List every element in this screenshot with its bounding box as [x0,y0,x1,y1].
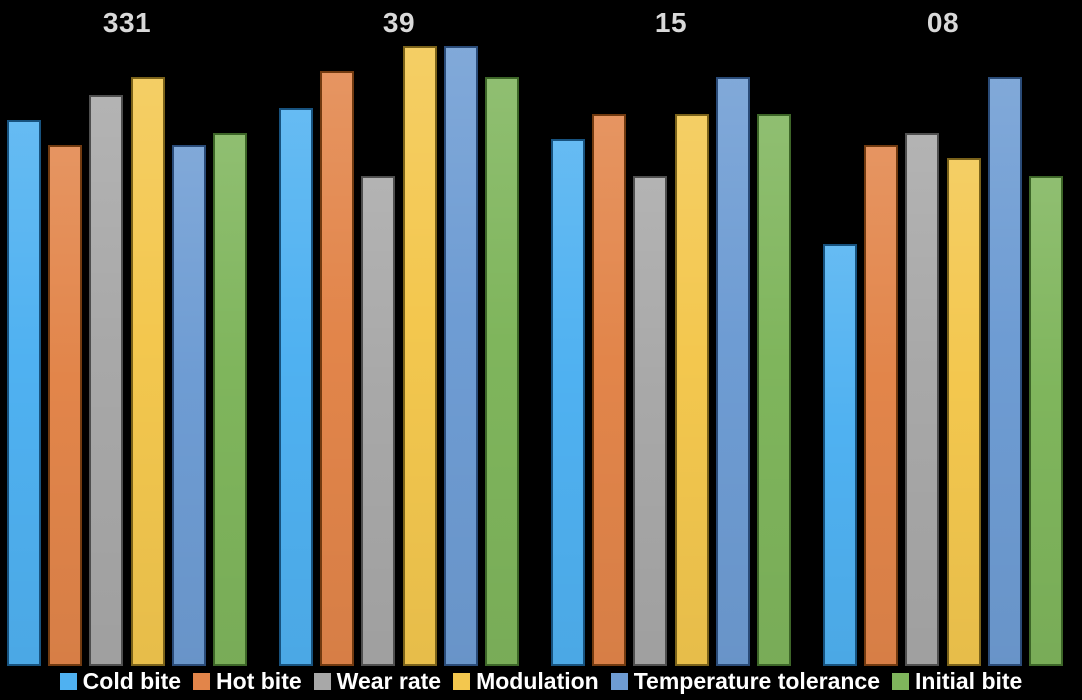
bar-hot-bite-15 [592,114,627,666]
bar-group-331 [7,0,247,666]
bar-modulation-39 [402,46,437,666]
bar-cold-bite-08 [823,244,857,666]
bar-initial-bite-15 [756,114,791,666]
bar-initial-bite-39 [484,77,519,666]
bar-temperature-tolerance-39 [443,46,478,666]
legend-label-temperature-tolerance: Temperature tolerance [633,667,880,694]
legend-swatch-hot-bite [193,672,211,690]
legend-item-wear-rate: Wear rate [313,667,442,695]
bar-cold-bite-39 [279,108,313,666]
category-label-331: 331 [102,7,152,38]
bar-temperature-tolerance-15 [715,77,750,666]
legend-item-modulation: Modulation [453,668,599,695]
bar-group-08 [823,0,1063,666]
legend-item-cold-bite: Cold bite [59,667,182,695]
legend-swatch-cold-bite [59,672,77,690]
legend-label-cold-bite: Cold bite [82,667,182,694]
bar-modulation-331 [130,77,165,666]
bar-wear-rate-08 [905,133,940,666]
bar-hot-bite-08 [864,145,899,666]
category-label-15: 15 [654,7,688,38]
category-label-39: 39 [382,7,416,38]
bar-cold-bite-331 [7,120,41,666]
legend-item-hot-bite: Hot bite [193,668,302,695]
legend-swatch-wear-rate [313,672,331,690]
legend-label-modulation: Modulation [476,667,599,694]
bar-initial-bite-08 [1028,176,1063,666]
legend-swatch-initial-bite [892,672,909,690]
bar-initial-bite-331 [212,133,247,666]
legend-item-temperature-tolerance: Temperature tolerance [610,667,880,695]
bar-group-39 [279,0,519,666]
legend-swatch-temperature-tolerance [610,672,628,690]
bar-temperature-tolerance-331 [171,145,206,666]
bar-cold-bite-15 [551,139,585,666]
legend-label-wear-rate: Wear rate [336,667,442,694]
bar-temperature-tolerance-08 [987,77,1022,666]
legend-item-initial-bite: Initial bite [892,668,1022,695]
legend: Cold bite Hot bite Wear rate Modulation Temp… [0,666,1082,696]
category-label-08: 08 [926,7,960,38]
bar-modulation-15 [674,114,709,666]
plot-area: 331 39 15 08 [7,0,1063,666]
legend-swatch-modulation [453,672,471,690]
bar-wear-rate-39 [361,176,396,666]
bar-hot-bite-39 [320,71,355,666]
bar-group-15 [551,0,791,666]
bar-hot-bite-331 [48,145,83,666]
bar-modulation-08 [946,158,981,666]
bar-wear-rate-15 [633,176,668,666]
legend-label-initial-bite: Initial bite [915,667,1023,694]
bar-wear-rate-331 [89,95,124,666]
legend-label-hot-bite: Hot bite [216,667,302,694]
